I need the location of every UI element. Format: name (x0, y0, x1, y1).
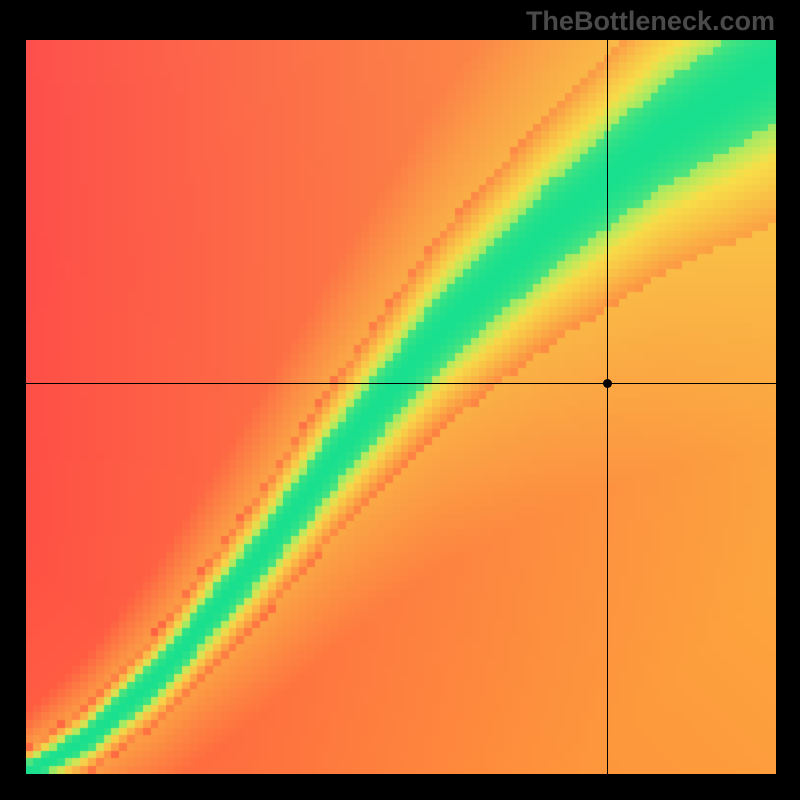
crosshair-vertical (607, 40, 608, 774)
crosshair-marker (603, 379, 612, 388)
watermark-label: TheBottleneck.com (526, 6, 775, 37)
bottleneck-heatmap (26, 40, 776, 774)
crosshair-horizontal (26, 383, 776, 384)
